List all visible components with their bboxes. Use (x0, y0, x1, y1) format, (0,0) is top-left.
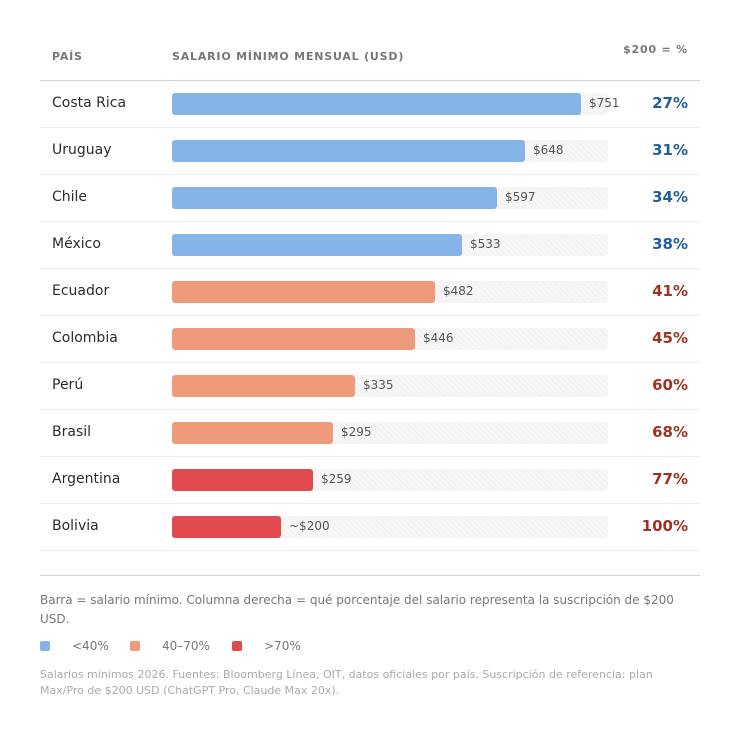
country-label: Uruguay (52, 142, 112, 158)
country-label: Brasil (52, 424, 92, 440)
bar-track: $533 (172, 234, 608, 256)
salary-value-label: $751 (589, 96, 620, 110)
header-country: PAÍS (52, 50, 83, 63)
bar-track: ~$200 (172, 516, 608, 538)
salary-bar (172, 422, 333, 444)
table-row: Argentina $259 77% (40, 457, 700, 504)
table-header: PAÍS SALARIO MÍNIMO MENSUAL (USD) $200 =… (40, 40, 700, 81)
salary-value-label: $295 (341, 425, 372, 439)
table-row: Perú $335 60% (40, 363, 700, 410)
chart-note: Barra = salario mínimo. Columna derecha … (40, 593, 674, 626)
table-row: Chile $597 34% (40, 175, 700, 222)
percentage-label: 77% (652, 470, 688, 488)
bar-track: $482 (172, 281, 608, 303)
salary-bar (172, 93, 581, 115)
table-row: Brasil $295 68% (40, 410, 700, 457)
table-row: Costa Rica $751 27% (40, 81, 700, 128)
bar-track: $597 (172, 187, 608, 209)
salary-bar (172, 375, 355, 397)
legend-swatch (40, 641, 50, 651)
country-label: Bolivia (52, 518, 99, 534)
salary-bar (172, 516, 281, 538)
bar-track: $335 (172, 375, 608, 397)
legend: <40% 40–70% >70% (40, 639, 700, 655)
legend-label: <40% (72, 639, 109, 653)
country-label: Perú (52, 377, 84, 393)
legend-swatch (130, 641, 140, 651)
percentage-label: 31% (652, 141, 688, 159)
bar-track: $446 (172, 328, 608, 350)
bar-track: $751 (172, 93, 620, 115)
salary-bar (172, 469, 313, 491)
country-label: Ecuador (52, 283, 110, 299)
legend-label: >70% (264, 639, 301, 653)
legend-swatch (232, 641, 242, 651)
country-label: Chile (52, 189, 88, 205)
percentage-label: 34% (652, 188, 688, 206)
salary-value-label: $648 (533, 143, 564, 157)
country-label: Costa Rica (52, 95, 127, 111)
table-row: Bolivia ~$200 100% (40, 504, 700, 551)
salary-value-label: $335 (363, 378, 394, 392)
bar-track: $259 (172, 469, 608, 491)
country-label: Argentina (52, 471, 121, 487)
salary-value-label: $482 (443, 284, 474, 298)
percentage-label: 27% (652, 94, 688, 112)
country-label: México (52, 236, 101, 252)
table-row: Ecuador $482 41% (40, 269, 700, 316)
salary-value-label: $446 (423, 331, 454, 345)
salary-bar (172, 140, 525, 162)
source-note: Salarios mínimos 2026. Fuentes: Bloomber… (40, 668, 653, 697)
salary-bar (172, 328, 415, 350)
bar-track: $295 (172, 422, 608, 444)
salary-value-label: $533 (470, 237, 501, 251)
header-salary: SALARIO MÍNIMO MENSUAL (USD) (172, 50, 405, 63)
percentage-label: 60% (652, 376, 688, 394)
table-rows: Costa Rica $751 27% Uruguay $648 31% Chile $597… (40, 81, 700, 551)
table-row: Uruguay $648 31% (40, 128, 700, 175)
percentage-label: 41% (652, 282, 688, 300)
bar-track: $648 (172, 140, 608, 162)
salary-bar (172, 234, 462, 256)
table-row: Colombia $446 45% (40, 316, 700, 363)
percentage-label: 45% (652, 329, 688, 347)
salary-value-label: $259 (321, 472, 352, 486)
percentage-label: 100% (641, 517, 688, 535)
percentage-label: 38% (652, 235, 688, 253)
table-row: México $533 38% (40, 222, 700, 269)
salary-bar (172, 281, 435, 303)
salary-value-label: ~$200 (289, 519, 330, 533)
salary-value-label: $597 (505, 190, 536, 204)
percentage-label: 68% (652, 423, 688, 441)
salary-bar (172, 187, 497, 209)
country-label: Colombia (52, 330, 118, 346)
legend-label: 40–70% (162, 639, 210, 653)
divider (40, 575, 700, 576)
header-percentage: $200 = % (623, 43, 688, 56)
